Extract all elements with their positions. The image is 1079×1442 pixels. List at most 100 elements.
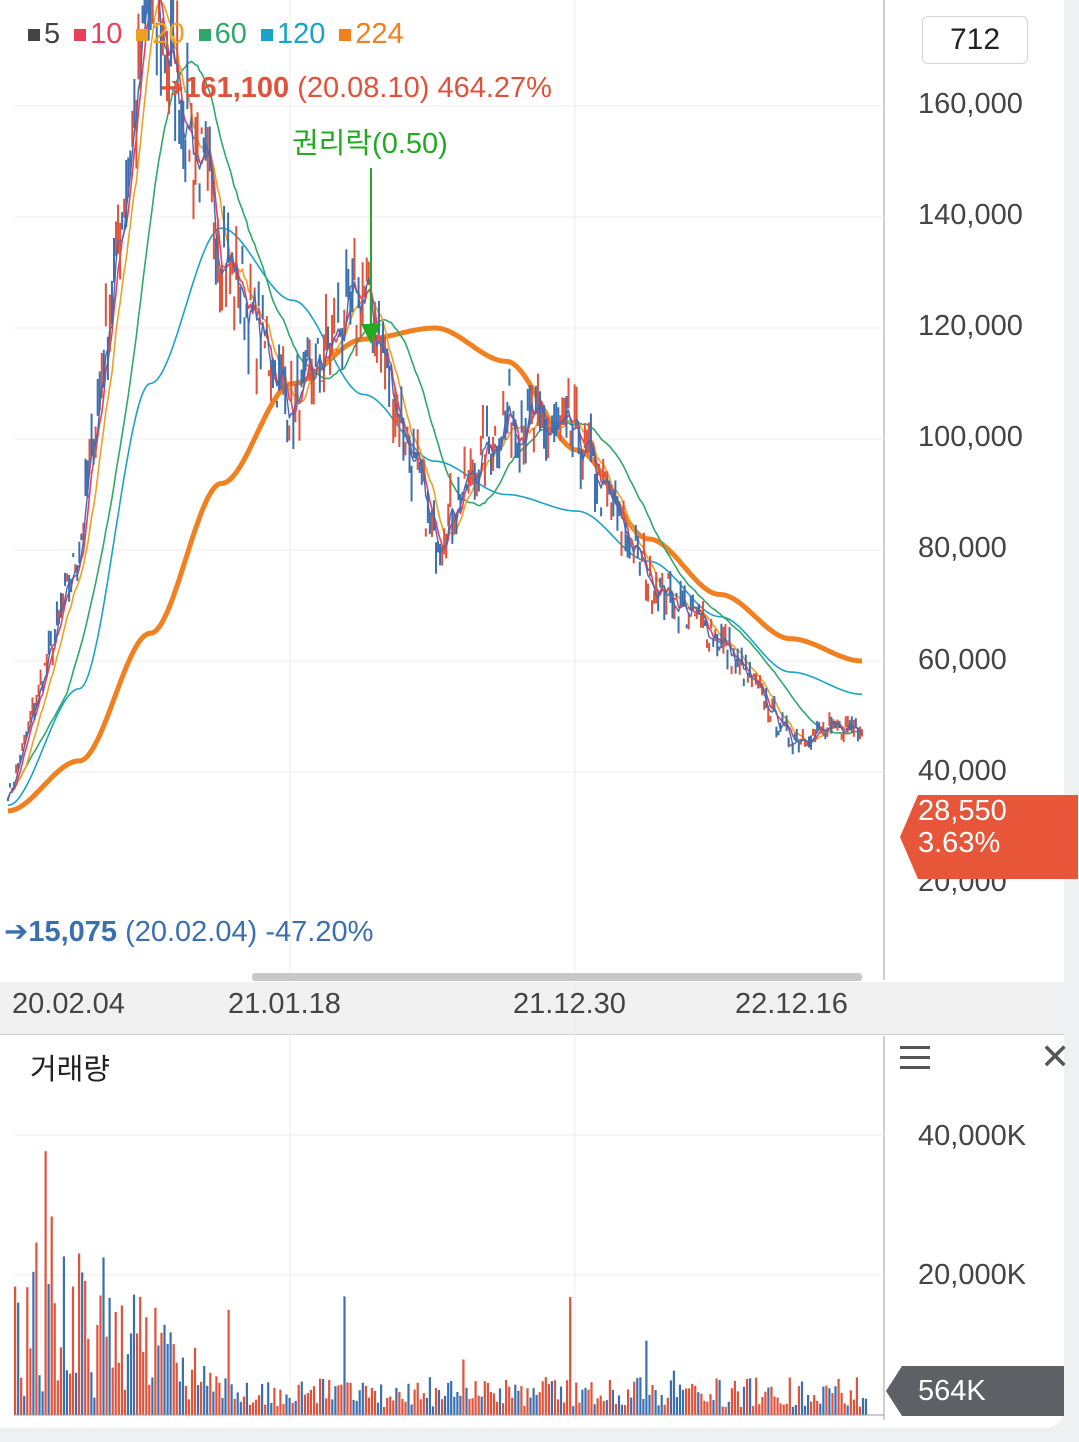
volume-bar — [502, 1403, 505, 1415]
volume-bar — [407, 1383, 410, 1415]
volume-bar — [413, 1389, 416, 1415]
volume-bar — [584, 1387, 587, 1415]
volume-bar — [267, 1382, 270, 1415]
volume-bar — [462, 1359, 465, 1415]
volume-bar — [288, 1397, 291, 1415]
y-tick-label: 40,000 — [918, 755, 1007, 787]
volume-bar — [477, 1395, 480, 1415]
volume-bar — [447, 1382, 450, 1415]
volume-bar — [367, 1397, 370, 1415]
volume-bar — [139, 1296, 142, 1415]
volume-bar — [566, 1380, 569, 1415]
volume-bar — [764, 1391, 767, 1415]
volume-bar — [343, 1296, 346, 1415]
volume-bar — [300, 1381, 303, 1415]
volume-bar — [187, 1399, 190, 1415]
volume-bar — [517, 1390, 520, 1415]
volume-bar — [26, 1287, 29, 1415]
volume-bar — [627, 1389, 630, 1415]
volume-bar — [617, 1395, 621, 1415]
volume-bar — [535, 1395, 538, 1415]
volume-bar — [90, 1372, 93, 1415]
volume-bar — [733, 1381, 736, 1415]
volume-bar — [65, 1370, 68, 1415]
volume-bar — [373, 1390, 377, 1415]
volume-bar — [544, 1377, 547, 1415]
volume-bar — [105, 1336, 108, 1415]
volume-bar — [193, 1347, 197, 1415]
volume-bar — [727, 1401, 730, 1415]
y-tick-label: 140,000 — [918, 199, 1023, 231]
volume-bar — [242, 1396, 245, 1415]
volume-bar — [303, 1394, 306, 1415]
legend-item: 20 — [136, 18, 185, 51]
volume-bar — [532, 1388, 535, 1415]
volume-bar — [233, 1398, 236, 1415]
volume-bar — [794, 1405, 797, 1415]
volume-bar — [816, 1400, 819, 1415]
volume-bar — [245, 1382, 248, 1415]
volume-bar — [99, 1295, 102, 1415]
volume-bar — [559, 1386, 563, 1415]
volume-bar — [169, 1332, 172, 1415]
volume-bar — [541, 1381, 544, 1415]
legend-item: 10 — [74, 18, 122, 51]
legend-label: 120 — [276, 18, 326, 50]
volume-bar — [791, 1406, 794, 1415]
volume-bar — [23, 1396, 26, 1415]
volume-bar — [523, 1405, 526, 1415]
volume-bar — [35, 1242, 38, 1415]
volume-bar — [203, 1366, 206, 1415]
volume-bar — [465, 1387, 468, 1415]
volume-bar — [355, 1400, 358, 1415]
volume-bar — [590, 1382, 593, 1415]
volume-bar — [102, 1257, 105, 1415]
volume-bar — [837, 1378, 840, 1415]
volume-bar — [547, 1384, 550, 1415]
chart-scrollbar[interactable] — [252, 973, 862, 981]
volume-bar — [550, 1381, 553, 1415]
low-price-annotation: ➔15,075 (20.02.04) -47.20% — [4, 916, 374, 948]
volume-bar — [471, 1398, 474, 1415]
rights-event-annotation: 권리락(0.50) — [292, 128, 448, 160]
volume-bar — [675, 1397, 678, 1415]
volume-y-tick-label: 40,000K — [918, 1120, 1027, 1152]
volume-bar — [297, 1384, 300, 1415]
volume-bar — [739, 1406, 743, 1415]
volume-bar — [224, 1378, 227, 1415]
volume-bar — [511, 1397, 514, 1415]
volume-bar — [572, 1406, 575, 1415]
ma-60-line — [7, 60, 863, 800]
chart-card — [0, 0, 1064, 1428]
volume-bar — [608, 1380, 611, 1415]
volume-bar — [117, 1362, 120, 1415]
volume-bar — [148, 1384, 151, 1415]
volume-y-tick-label: 20,000K — [918, 1259, 1027, 1291]
volume-bar — [468, 1399, 471, 1415]
volume-bar — [291, 1402, 294, 1415]
volume-bar — [62, 1256, 65, 1415]
volume-bar — [651, 1385, 654, 1415]
volume-bar — [352, 1399, 355, 1415]
volume-bar — [800, 1381, 804, 1415]
volume-bar — [239, 1401, 242, 1415]
volume-bar — [111, 1367, 114, 1415]
volume-bar — [605, 1400, 608, 1415]
volume-bar — [648, 1394, 651, 1415]
volume-bar — [81, 1272, 84, 1415]
volume-bar — [636, 1378, 639, 1415]
volume-bar — [505, 1379, 508, 1415]
volume-bar — [749, 1378, 752, 1415]
volume-bar — [596, 1398, 599, 1415]
volume-bar — [71, 1286, 75, 1415]
volume-bar — [157, 1345, 160, 1415]
arrow-right-icon: ➔ — [4, 916, 29, 948]
volume-bar — [312, 1386, 316, 1415]
close-icon[interactable]: ✕ — [1040, 1037, 1071, 1078]
volume-bar — [331, 1399, 334, 1415]
menu-icon[interactable] — [900, 1046, 930, 1072]
ma-120-line — [7, 227, 863, 807]
period-count-box[interactable]: 712 — [922, 16, 1028, 64]
volume-bar — [78, 1253, 81, 1415]
